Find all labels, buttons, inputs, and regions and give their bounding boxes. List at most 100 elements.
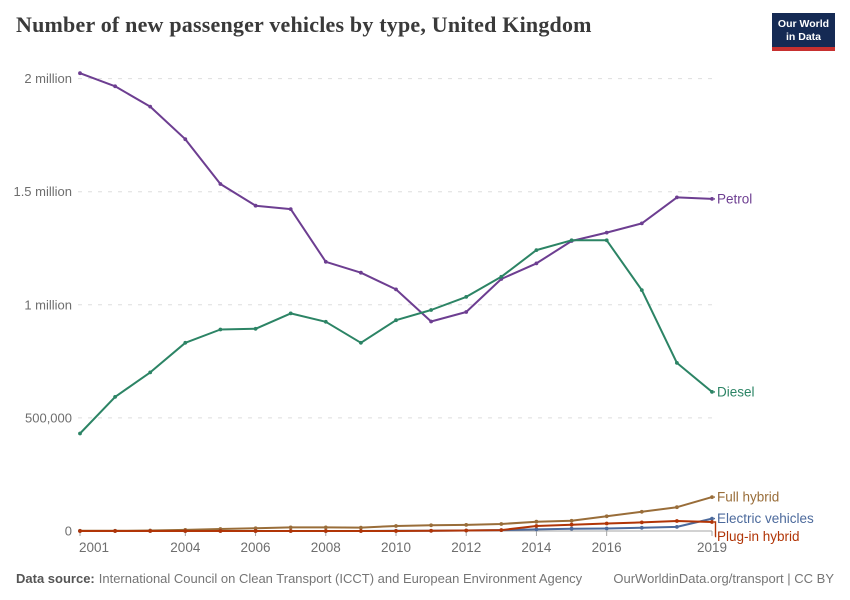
series-point-diesel xyxy=(604,238,609,243)
series-label-plug-in-hybrid: Plug-in hybrid xyxy=(717,529,800,544)
series-point-diesel xyxy=(710,390,714,394)
series-point-plug-in-hybrid xyxy=(183,529,188,533)
series-point-full-hybrid xyxy=(288,525,293,530)
series-point-petrol xyxy=(323,259,328,264)
owid-logo-line2: in Data xyxy=(785,30,821,43)
series-point-petrol xyxy=(710,197,714,201)
series-label-connector-plug-in-hybrid xyxy=(714,521,717,538)
x-tick-label: 2008 xyxy=(311,540,341,555)
series-point-plug-in-hybrid xyxy=(499,528,504,532)
series-point-petrol xyxy=(78,71,82,76)
series-point-full-hybrid xyxy=(253,526,258,531)
x-tick-label: 2012 xyxy=(451,540,481,555)
series-point-plug-in-hybrid xyxy=(148,529,153,533)
series-point-petrol xyxy=(394,287,398,292)
owid-logo-line1: Our World xyxy=(777,18,830,30)
series-point-petrol xyxy=(499,277,504,281)
series-label-petrol: Petrol xyxy=(717,191,752,206)
y-tick-label: 1 million xyxy=(24,297,72,312)
series-point-plug-in-hybrid xyxy=(113,529,117,533)
series-point-electric-vehicles xyxy=(429,528,433,533)
series-point-diesel xyxy=(464,295,469,299)
series-point-diesel xyxy=(499,274,504,279)
y-tick-label: 2 million xyxy=(24,71,72,86)
series-point-diesel xyxy=(534,248,539,253)
series-point-electric-vehicles xyxy=(569,526,574,531)
series-point-full-hybrid xyxy=(183,528,188,532)
series-point-diesel xyxy=(429,308,433,312)
series-line-plug-in-hybrid xyxy=(80,520,713,532)
series-petrol: Petrol xyxy=(78,71,752,324)
series-point-plug-in-hybrid xyxy=(710,520,714,524)
series-point-electric-vehicles xyxy=(639,525,644,530)
series-line-full-hybrid xyxy=(80,496,713,532)
series-full-hybrid: Full hybrid xyxy=(78,490,779,533)
series-point-diesel xyxy=(113,395,117,399)
series-label-diesel: Diesel xyxy=(717,384,755,399)
x-tick-label: 2004 xyxy=(170,540,201,555)
series-point-petrol xyxy=(148,104,153,109)
series-point-electric-vehicles xyxy=(499,528,504,532)
series-point-diesel xyxy=(148,370,153,375)
series-point-electric-vehicles xyxy=(675,525,679,529)
owid-logo[interactable]: Our World in Data xyxy=(772,13,835,52)
y-tick-label: 0 xyxy=(65,524,72,539)
series-point-petrol xyxy=(639,221,644,226)
x-tick-label: 2001 xyxy=(79,540,109,555)
series-point-full-hybrid xyxy=(113,528,117,533)
series-point-plug-in-hybrid xyxy=(359,529,363,533)
x-tick-label: 2006 xyxy=(241,540,271,555)
series-point-plug-in-hybrid xyxy=(534,524,539,528)
data-source-label: Data source: xyxy=(16,571,95,586)
series-point-full-hybrid xyxy=(604,514,609,519)
series-point-plug-in-hybrid xyxy=(569,522,574,527)
series-line-petrol xyxy=(79,72,713,323)
series-point-full-hybrid xyxy=(710,495,714,499)
series-point-plug-in-hybrid xyxy=(323,529,328,533)
series-point-plug-in-hybrid xyxy=(78,529,82,533)
series-point-petrol xyxy=(534,261,539,266)
x-tick-label: 2016 xyxy=(592,540,622,555)
series-point-electric-vehicles xyxy=(288,529,293,533)
series-point-diesel xyxy=(218,327,223,332)
owid-credit-link[interactable]: OurWorldinData.org/transport | CC BY xyxy=(613,571,834,586)
series-point-full-hybrid xyxy=(394,524,398,528)
series-point-petrol xyxy=(675,195,679,200)
series-point-diesel xyxy=(253,326,258,331)
series-point-full-hybrid xyxy=(534,519,539,524)
series-point-full-hybrid xyxy=(464,523,469,527)
axes: 0 500,000 1 million 1.5 million 2 million 200… xyxy=(13,71,727,555)
series-label-full-hybrid: Full hybrid xyxy=(717,490,779,505)
series-point-diesel xyxy=(359,340,363,345)
series-plug-in-hybrid: Plug-in hybrid xyxy=(78,519,800,544)
series-point-diesel xyxy=(569,238,574,243)
data-source: Data source: International Council on Cle… xyxy=(16,571,582,586)
series-point-full-hybrid xyxy=(499,522,504,526)
series-point-diesel xyxy=(675,361,679,365)
series-point-electric-vehicles xyxy=(710,516,714,521)
series-point-petrol xyxy=(464,310,469,314)
series-point-full-hybrid xyxy=(569,518,574,523)
series-line-diesel xyxy=(79,239,713,435)
x-tick-label: 2010 xyxy=(381,540,411,555)
series-line-electric-vehicles xyxy=(80,517,713,532)
data-source-text: International Council on Clean Transport… xyxy=(98,571,583,586)
series-point-plug-in-hybrid xyxy=(464,528,469,533)
series-point-electric-vehicles xyxy=(464,528,469,533)
chart-footer: Data source: International Council on Cle… xyxy=(16,571,834,586)
series-point-full-hybrid xyxy=(78,528,82,533)
series-point-electric-vehicles xyxy=(534,527,539,532)
series-point-electric-vehicles xyxy=(218,529,223,533)
series-point-plug-in-hybrid xyxy=(675,519,679,523)
series-point-full-hybrid xyxy=(323,525,328,530)
series-point-plug-in-hybrid xyxy=(604,521,609,526)
series-point-electric-vehicles xyxy=(359,529,363,533)
series-point-petrol xyxy=(113,84,117,89)
series-label-electric-vehicles: Electric vehicles xyxy=(717,511,814,526)
series-point-petrol xyxy=(253,203,258,208)
series-point-full-hybrid xyxy=(148,528,153,533)
series-point-petrol xyxy=(183,137,188,142)
series-point-plug-in-hybrid xyxy=(218,529,223,533)
